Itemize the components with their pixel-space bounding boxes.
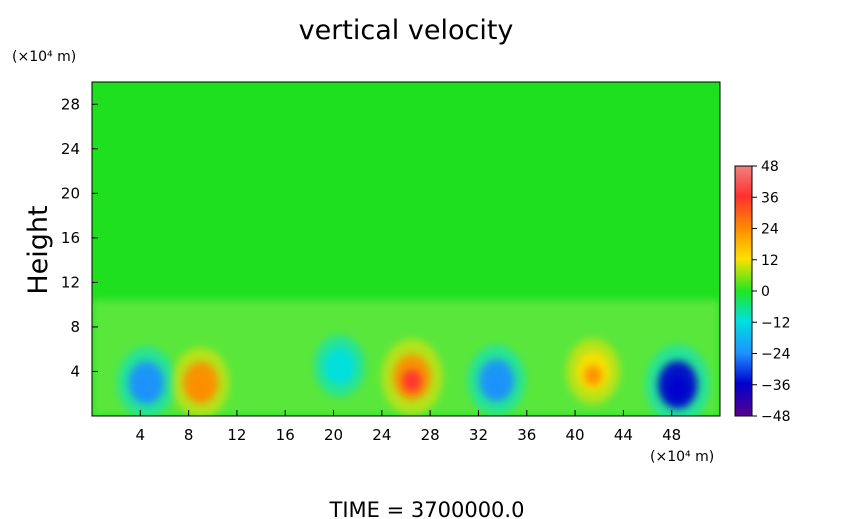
time-label: TIME = 3700000.0 bbox=[329, 498, 525, 519]
y-tick-label: 20 bbox=[61, 184, 80, 202]
feature-core bbox=[137, 375, 156, 398]
colorbar-tick-label: 48 bbox=[761, 159, 779, 175]
x-tick-label: 16 bbox=[276, 426, 295, 444]
y-tick-label: 16 bbox=[61, 229, 80, 247]
colorbar-tick-label: 36 bbox=[761, 190, 779, 206]
x-unit-label: (×10⁴ m) bbox=[650, 449, 714, 465]
colorbar-gradient bbox=[734, 165, 753, 417]
chart-title: vertical velocity bbox=[299, 15, 514, 46]
y-tick-label: 4 bbox=[70, 362, 80, 380]
colorbar-tick-label: 24 bbox=[761, 222, 779, 238]
plot-frame bbox=[91, 81, 721, 417]
feature-core bbox=[331, 360, 348, 380]
colorbar-tick-label: −36 bbox=[761, 378, 791, 394]
x-tick-label: 48 bbox=[662, 426, 681, 444]
x-tick-label: 28 bbox=[421, 426, 440, 444]
x-tick-label: 36 bbox=[517, 426, 536, 444]
feature-core bbox=[584, 365, 602, 386]
y-axis-label: Height bbox=[23, 205, 54, 294]
colorbar-tick-label: −12 bbox=[761, 315, 791, 331]
x-tick-label: 8 bbox=[184, 426, 194, 444]
x-tick-label: 12 bbox=[227, 426, 246, 444]
x-tick-label: 24 bbox=[372, 426, 391, 444]
feature-core bbox=[402, 369, 422, 393]
feature-core bbox=[191, 376, 210, 398]
x-tick-label: 32 bbox=[469, 426, 488, 444]
x-tick-label: 20 bbox=[324, 426, 343, 444]
y-tick-label: 8 bbox=[70, 318, 80, 336]
y-tick-label: 12 bbox=[61, 273, 80, 291]
y-axis: 4 8 12 16 20 24 28 bbox=[61, 95, 98, 380]
colorbar: 48 36 24 12 0 −12 −24 −36 −48 bbox=[734, 159, 791, 425]
x-tick-label: 4 bbox=[136, 426, 146, 444]
feature-core bbox=[487, 373, 506, 395]
colorbar-tick-label: −24 bbox=[761, 347, 791, 363]
colorbar-tick-label: 0 bbox=[761, 284, 770, 300]
x-tick-label: 40 bbox=[566, 426, 585, 444]
plot-area bbox=[92, 82, 720, 416]
x-axis: 4 8 12 16 20 24 28 32 36 40 44 48 bbox=[136, 410, 681, 444]
y-tick-label: 24 bbox=[61, 140, 80, 158]
feature-core bbox=[667, 376, 688, 401]
x-tick-label: 44 bbox=[614, 426, 633, 444]
colorbar-ticks: 48 36 24 12 0 −12 −24 −36 −48 bbox=[752, 159, 791, 425]
y-unit-label: (×10⁴ m) bbox=[12, 49, 76, 65]
colorbar-tick-label: 12 bbox=[761, 253, 779, 269]
feature-layer bbox=[117, 335, 710, 416]
colorbar-tick-label: −48 bbox=[761, 409, 791, 425]
y-tick-label: 28 bbox=[61, 95, 80, 113]
